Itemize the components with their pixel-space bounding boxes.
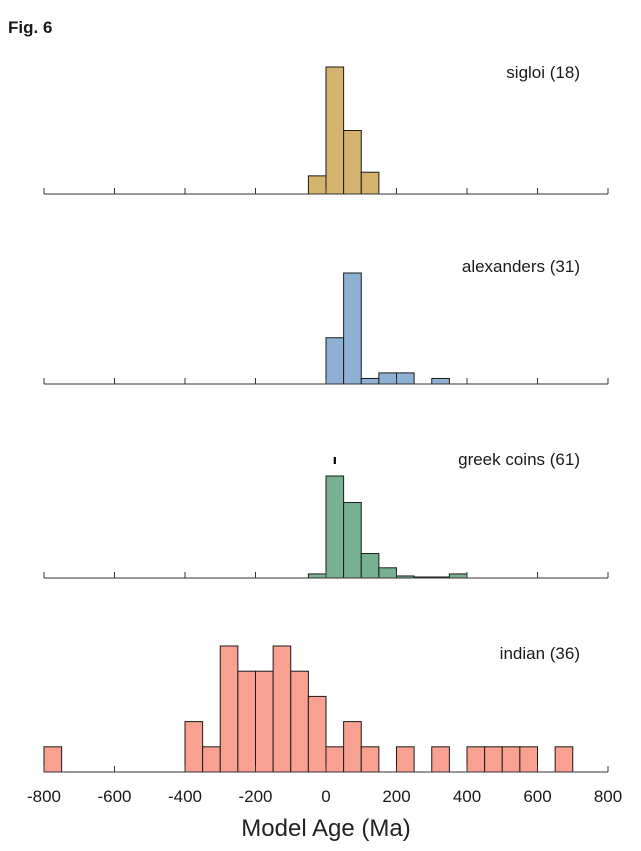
histogram-bar xyxy=(307,573,327,579)
panel-label: indian (36) xyxy=(500,644,580,663)
histogram-bar xyxy=(343,130,362,195)
x-tick-label: -400 xyxy=(168,787,202,806)
histogram-bar xyxy=(448,573,468,579)
x-tick-label: 200 xyxy=(382,787,410,806)
histogram-bar xyxy=(184,721,204,773)
histogram-bar xyxy=(255,670,274,773)
histogram-bar xyxy=(396,746,415,773)
histogram-bar xyxy=(360,171,380,195)
x-axis-title: Model Age (Ma) xyxy=(241,815,410,842)
x-tick-label: 400 xyxy=(453,787,481,806)
histogram-bar xyxy=(325,475,345,579)
histogram-bar xyxy=(307,175,327,195)
histogram-bar xyxy=(360,746,380,773)
histogram-bar xyxy=(431,377,450,385)
histogram-bar xyxy=(431,746,450,773)
panel-label: greek coins (61) xyxy=(458,450,580,469)
histogram-bar xyxy=(396,372,415,385)
histogram-bar xyxy=(360,553,380,579)
histogram-bar xyxy=(378,372,398,385)
histogram-bar xyxy=(290,670,309,773)
x-tick-label: -600 xyxy=(97,787,131,806)
histogram-bar xyxy=(272,645,292,773)
x-tick-label: 800 xyxy=(594,787,622,806)
histogram-bar xyxy=(202,746,221,773)
panel-label: alexanders (31) xyxy=(462,257,580,276)
histogram-bar xyxy=(501,746,521,773)
histogram-bar xyxy=(325,746,345,773)
x-tick-label: 600 xyxy=(523,787,551,806)
histogram-bar xyxy=(219,645,239,773)
panel-label: sigloi (18) xyxy=(506,63,580,82)
x-tick-label: -800 xyxy=(27,787,61,806)
histogram-bar xyxy=(378,567,398,579)
histogram-bar xyxy=(360,377,380,385)
histogram-bar xyxy=(325,337,345,385)
histogram-bar xyxy=(466,746,486,773)
histogram-bar xyxy=(343,272,362,385)
histogram-bar xyxy=(484,746,503,773)
histogram-bar xyxy=(519,746,539,773)
x-tick-label: 0 xyxy=(321,787,330,806)
histogram-bar xyxy=(307,695,327,773)
histogram-bar xyxy=(43,746,63,773)
x-tick-label: -200 xyxy=(238,787,272,806)
histogram-bar xyxy=(343,502,362,579)
histogram-bar xyxy=(325,66,345,195)
histogram-bar xyxy=(554,746,574,773)
histogram-bar xyxy=(237,670,257,773)
figure-label: Fig. 6 xyxy=(8,18,53,37)
histogram-bar xyxy=(343,721,362,773)
